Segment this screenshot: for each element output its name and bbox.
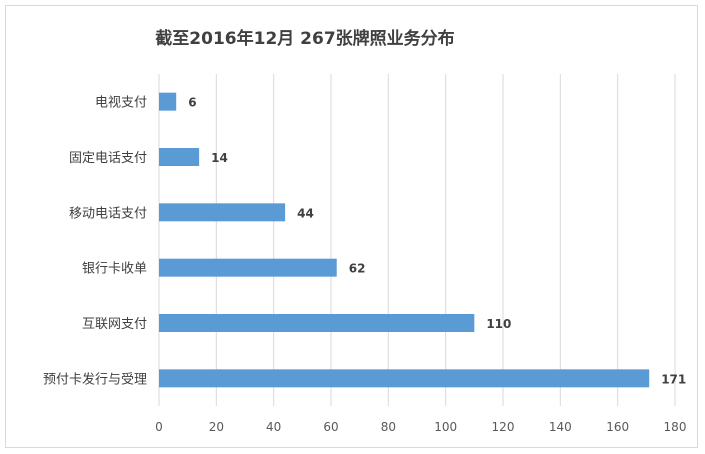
data-label: 6 — [188, 96, 196, 110]
data-labels: 6 14 44 62 110 171 — [188, 96, 686, 387]
data-label: 171 — [661, 372, 686, 386]
bar — [159, 92, 177, 111]
x-tick-label: 140 — [549, 420, 572, 434]
bar — [159, 203, 286, 222]
x-axis-ticks: 0 20 40 60 80 100 120 140 160 180 — [155, 420, 686, 434]
x-tick-label: 60 — [323, 420, 338, 434]
x-tick-label: 180 — [664, 420, 687, 434]
data-label: 14 — [211, 151, 228, 165]
data-label: 44 — [297, 206, 314, 220]
x-tick-label: 40 — [266, 420, 281, 434]
gridlines — [158, 74, 676, 406]
x-tick-label: 0 — [155, 420, 163, 434]
category-label: 固定电话支付 — [69, 151, 147, 166]
x-tick-label: 120 — [492, 420, 515, 434]
bar — [159, 148, 200, 166]
x-tick-label: 160 — [606, 420, 629, 434]
category-label: 预付卡发行与受理 — [43, 371, 147, 387]
x-tick-label: 100 — [434, 420, 457, 434]
bar — [159, 369, 650, 388]
chart-title: 截至2016年12月 267张牌照业务分布 — [155, 28, 454, 49]
x-tick-label: 80 — [381, 420, 396, 434]
bars — [159, 92, 650, 388]
data-label: 110 — [486, 317, 511, 331]
category-label: 银行卡收单 — [82, 262, 147, 277]
category-label: 移动电话支付 — [69, 206, 147, 221]
x-tick-label: 20 — [209, 420, 224, 434]
data-label: 62 — [349, 262, 366, 276]
bar — [159, 314, 475, 332]
bar — [159, 258, 337, 277]
category-label: 互联网支付 — [82, 317, 147, 332]
category-label: 电视支付 — [95, 96, 147, 111]
